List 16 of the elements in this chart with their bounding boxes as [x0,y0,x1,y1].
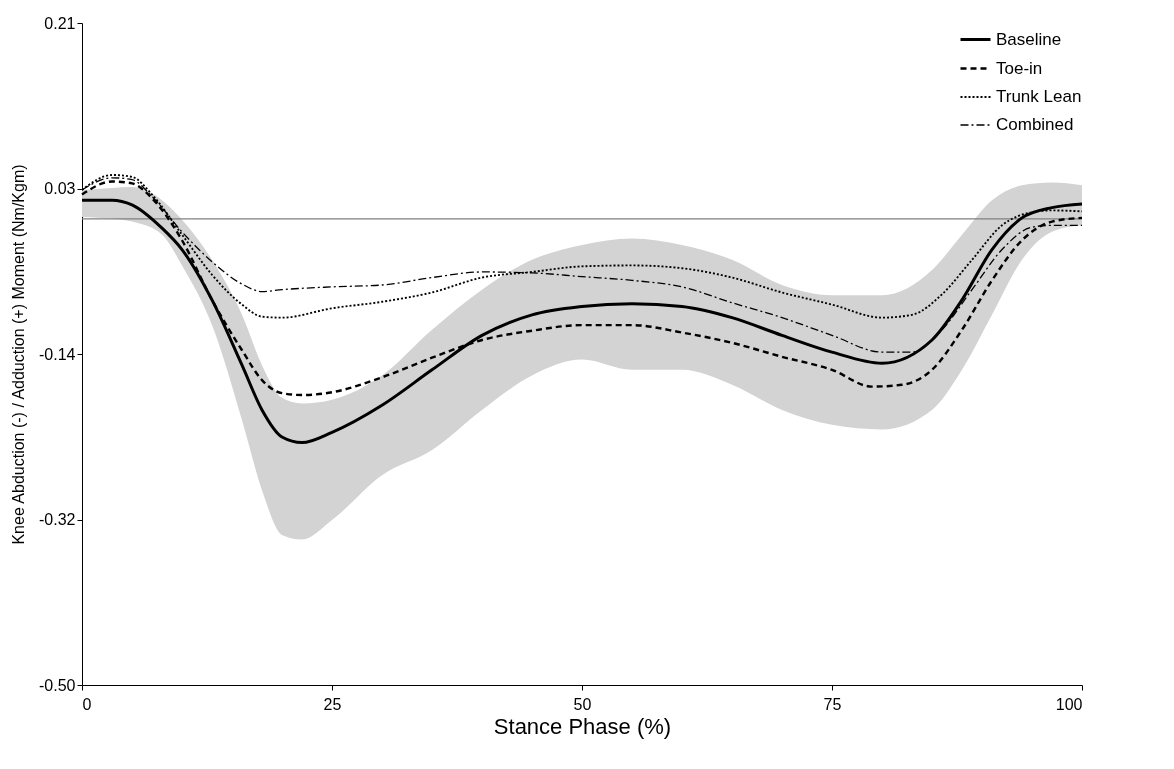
y-tick-label: -0.32 [39,511,76,528]
x-tick-label: 0 [82,695,92,713]
y-tick-label: 0.21 [44,14,76,32]
x-axis-title: Stance Phase (%) [493,713,672,739]
legend-label: Combined [996,115,1074,134]
legend-label: Trunk Lean [996,87,1082,106]
y-tick-label: 0.03 [44,180,76,197]
x-tick-label: 75 [823,695,842,713]
x-tick-label: 100 [1055,695,1083,713]
y-tick-label: -0.14 [39,345,76,363]
y-tick-label: -0.50 [39,676,76,694]
legend-label: Baseline [996,29,1062,49]
x-tick-label: 50 [573,695,592,713]
y-axis-title: Knee Abduction (-) / Adduction (+) Moment (Nm/Kgm) [10,164,28,545]
x-tick-label: 25 [323,695,342,713]
legend-label: Toe-in [996,58,1043,78]
